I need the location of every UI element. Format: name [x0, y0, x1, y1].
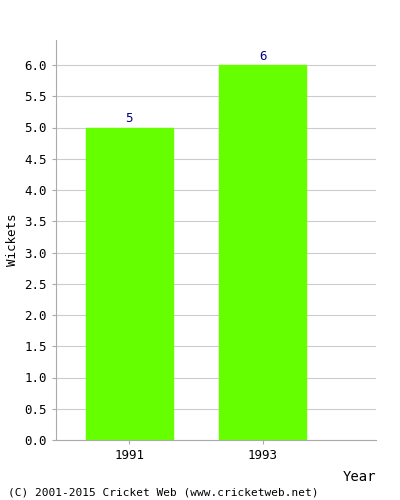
Text: 6: 6 [259, 50, 266, 62]
Text: (C) 2001-2015 Cricket Web (www.cricketweb.net): (C) 2001-2015 Cricket Web (www.cricketwe… [8, 488, 318, 498]
Bar [219, 65, 306, 440]
Text: Year: Year [342, 470, 376, 484]
Y-axis label: Wickets: Wickets [6, 214, 19, 266]
Text: 5: 5 [126, 112, 133, 125]
Bar [86, 128, 173, 440]
